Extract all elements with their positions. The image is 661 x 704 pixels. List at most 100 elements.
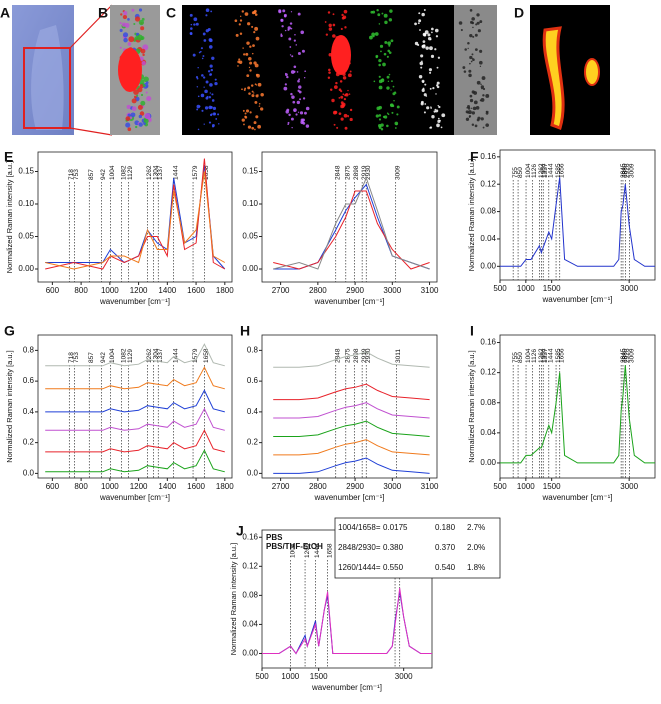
- pixel: [297, 89, 300, 93]
- pixel: [440, 126, 443, 129]
- x-tick-label: 2900: [346, 482, 364, 491]
- pixel: [244, 87, 247, 90]
- pixel: [253, 121, 257, 125]
- pixel: [423, 33, 427, 37]
- pixel: [280, 18, 283, 22]
- spectrum: [45, 429, 225, 453]
- pixel: [348, 93, 351, 95]
- pixel: [477, 29, 481, 33]
- peak-label: 1658: [203, 348, 210, 363]
- x-tick-label: 3000: [620, 482, 638, 491]
- legend-entry: PBS/THF-EtOH: [266, 542, 323, 551]
- pixel: [421, 44, 426, 49]
- pixel: [289, 22, 293, 25]
- pixel: [294, 33, 296, 36]
- pixel: [134, 16, 141, 22]
- pixel: [439, 119, 441, 122]
- x-tick-label: 1000: [517, 482, 535, 491]
- pixel: [285, 73, 288, 77]
- pixel: [431, 115, 435, 119]
- pixel: [141, 17, 145, 21]
- spectrum: [45, 449, 225, 473]
- pixel: [137, 104, 143, 110]
- pixel: [192, 53, 196, 57]
- pixel: [424, 83, 427, 86]
- pixel: [251, 94, 255, 98]
- pixel: [328, 71, 331, 74]
- pixel: [422, 40, 426, 44]
- pixel: [211, 56, 215, 60]
- pixel: [476, 13, 480, 17]
- pixel: [203, 39, 207, 42]
- pixel: [341, 16, 345, 20]
- peak-label: 1004: [525, 348, 532, 363]
- pixel: [246, 74, 250, 78]
- pixel: [278, 10, 282, 14]
- spectrum: [262, 591, 432, 655]
- pixel: [284, 29, 287, 32]
- pixel: [378, 126, 382, 129]
- pixel: [124, 22, 130, 28]
- micrographs: [12, 4, 610, 136]
- pixel: [199, 105, 201, 108]
- pixel: [429, 126, 433, 129]
- y-tick-label: 0.4: [23, 407, 35, 416]
- pixel: [480, 83, 482, 86]
- pixel: [303, 77, 306, 79]
- pixel: [297, 79, 300, 83]
- pixel: [434, 28, 439, 33]
- pixel: [423, 9, 426, 12]
- pixel: [464, 48, 467, 51]
- pixel: [123, 37, 128, 43]
- table-cell: 2848/2930=: [338, 543, 381, 552]
- pixel: [298, 85, 302, 89]
- pixel: [249, 45, 252, 48]
- pixel: [469, 9, 473, 12]
- x-tick-label: 2800: [309, 482, 327, 491]
- roi: [23, 47, 71, 129]
- peak-label: 1082: [120, 348, 127, 363]
- peak-label: 753: [73, 352, 80, 363]
- pixel: [133, 22, 136, 26]
- pixel: [140, 48, 146, 54]
- panel-label: A: [0, 5, 10, 21]
- pixel: [218, 123, 220, 125]
- pixel: [133, 95, 137, 99]
- pixel: [258, 102, 261, 105]
- pixel: [369, 35, 373, 40]
- pixel: [469, 98, 474, 103]
- peak-label: 718: [68, 352, 75, 363]
- panel-label: E: [4, 149, 13, 165]
- pixel: [280, 34, 283, 38]
- pixel: [123, 11, 128, 16]
- peak-label: 753: [73, 169, 80, 180]
- x-tick-label: 500: [493, 284, 507, 293]
- pixel: [300, 120, 304, 125]
- pixel: [370, 35, 372, 38]
- pixel: [333, 85, 338, 89]
- pixel: [435, 93, 437, 95]
- pixel: [241, 88, 243, 91]
- pixel: [462, 66, 466, 69]
- pixel: [378, 75, 381, 78]
- pixel: [479, 60, 483, 65]
- peak-label: 2926: [624, 348, 631, 363]
- pixel: [424, 103, 427, 105]
- peak-label: 942: [100, 352, 107, 363]
- pixel: [202, 32, 206, 36]
- pixel: [438, 105, 441, 109]
- x-tick-label: 1800: [216, 482, 234, 491]
- pixel: [292, 100, 296, 104]
- pixel: [375, 56, 378, 59]
- pixel: [377, 13, 381, 17]
- pixel: [335, 81, 338, 85]
- pixel: [378, 114, 382, 117]
- pixel: [136, 32, 140, 36]
- peak-label: 1304: [152, 348, 159, 363]
- peak-label: 1004: [289, 543, 296, 558]
- y-tick-label: 0.10: [18, 199, 34, 208]
- peak-label: 1579: [192, 165, 199, 180]
- peak-label: 1444: [172, 348, 179, 363]
- pixel: [436, 84, 439, 87]
